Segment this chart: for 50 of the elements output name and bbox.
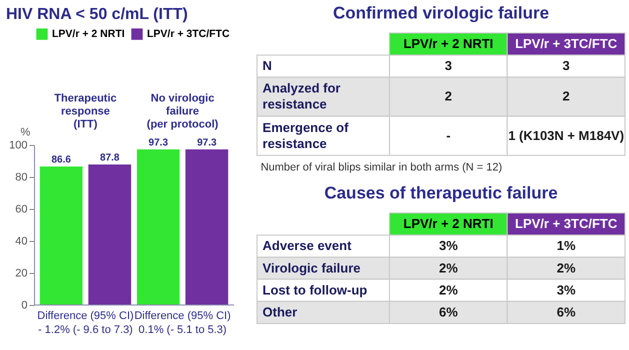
text: -: [446, 128, 451, 143]
category-label: LPV/r + 3TC/FTC: [515, 36, 618, 52]
category-label: Adverse event: [262, 238, 352, 254]
text: 2%: [556, 260, 576, 276]
data-label: 87.8: [100, 152, 120, 164]
text: Difference (95% CI) 0.1% (- 5.1 to 5.3): [134, 310, 231, 336]
text: 1 (K103N + M184V): [508, 128, 624, 143]
category-label: Virologic failure: [262, 260, 361, 276]
x-tick-label: Therapeutic response (ITT): [54, 92, 117, 130]
category-label: Other: [262, 304, 298, 320]
category-label: LPV/r + 2 NRTI: [403, 216, 494, 232]
text: Causes of therapeutic failure: [324, 184, 558, 202]
legend-label: LPV/r + 3TC/FTC: [147, 28, 230, 40]
bar: [136, 149, 180, 305]
category-label: LPV/r + 3TC/FTC: [515, 216, 618, 232]
text: 3%: [556, 282, 576, 298]
data-label: 97.3: [197, 137, 217, 148]
bar: [185, 149, 228, 305]
category-label: LPV/r + 2 NRTI: [403, 36, 494, 52]
y-tick-label: 80: [15, 172, 28, 184]
y-tick-label: 40: [15, 236, 28, 248]
text: 3%: [438, 238, 458, 254]
bar: [40, 166, 83, 305]
x-tick-label: No virologic failure (per protocol): [146, 92, 219, 130]
text: 6%: [438, 304, 458, 320]
text: Number of viral blips similar in both arms (N = 12): [260, 161, 502, 174]
text: 2: [444, 88, 452, 104]
data-label: 97.3: [148, 137, 168, 148]
category-label: Lost to follow-up: [262, 282, 368, 298]
y-axis-title: %: [20, 126, 30, 138]
legend-label: LPV/r + 2 NRTI: [52, 28, 125, 40]
bar: [88, 164, 132, 305]
category-label: Emergence of resistance: [262, 120, 348, 151]
text: 3: [444, 58, 452, 74]
category-label: Analyzed for resistance: [262, 80, 340, 112]
y-tick-label: 100: [9, 140, 28, 152]
chart-title: HIV RNA < 50 c/mL (ITT): [6, 6, 188, 23]
data-label: 86.6: [51, 154, 72, 166]
text: Difference (95% CI) - 1.2% (- 9.6 to 7.3): [37, 310, 134, 336]
y-tick-label: 60: [15, 204, 28, 216]
y-tick-label: 20: [15, 268, 28, 280]
text: 3: [562, 58, 570, 74]
category-label: N: [262, 58, 272, 74]
text: 1%: [556, 238, 576, 254]
text: 6%: [556, 304, 576, 320]
y-tick-label: 0: [21, 300, 28, 312]
text: 2: [562, 88, 570, 104]
text: Confirmed virologic failure: [332, 4, 550, 22]
text: 2%: [438, 282, 458, 298]
text: 2%: [438, 260, 458, 276]
